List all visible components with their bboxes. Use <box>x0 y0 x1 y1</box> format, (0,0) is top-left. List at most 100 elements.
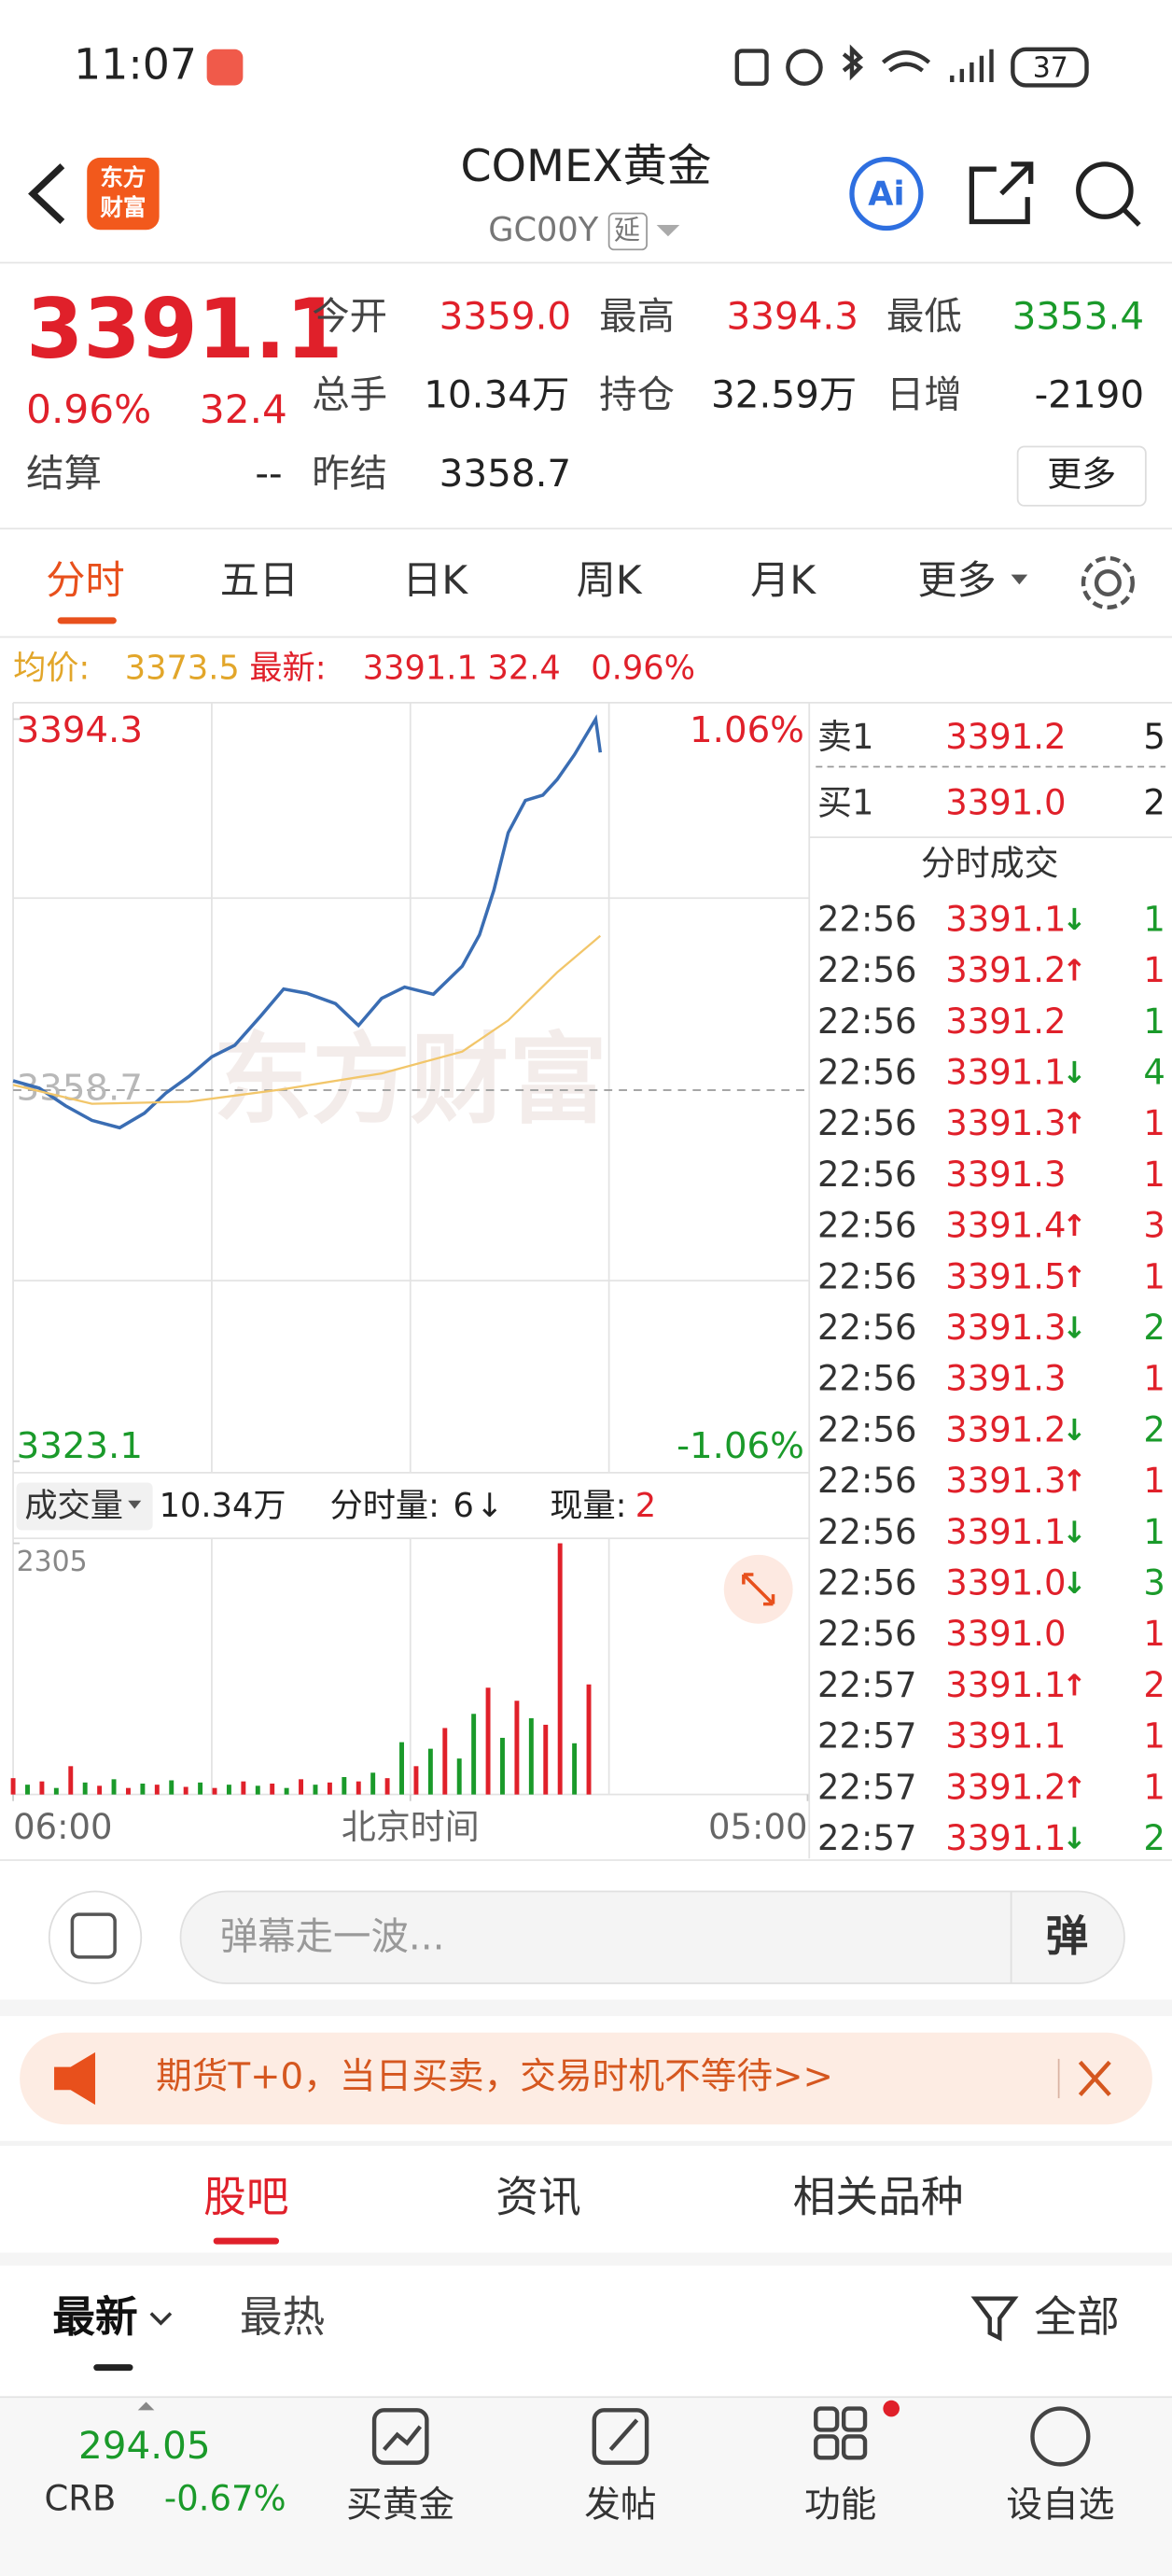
tab[interactable]: 日K <box>402 557 468 603</box>
info-latest: 3391.1 <box>363 650 478 688</box>
volume-bar <box>370 1772 376 1795</box>
minute-label: 分时量: <box>330 1487 440 1525</box>
volume-bar <box>111 1779 117 1795</box>
x-tick-label: 北京时间 <box>342 1807 480 1847</box>
field-label: 持仓 <box>599 372 675 417</box>
tab[interactable]: 周K <box>577 557 643 603</box>
share-button[interactable] <box>969 161 1034 225</box>
close-banner[interactable] <box>1078 2060 1111 2097</box>
field-label: 今开 <box>312 293 387 338</box>
book-side: 卖1 <box>817 717 873 757</box>
trade-time: 22:57 <box>817 1665 916 1705</box>
feed-tab[interactable]: 最新 <box>52 2292 137 2342</box>
feed-tab[interactable]: 最热 <box>240 2292 325 2342</box>
back-button[interactable] <box>28 163 65 225</box>
tab[interactable]: 分时 <box>46 557 124 603</box>
field-value: 3358.7 <box>440 451 572 496</box>
trade-arrow: ↑ <box>1062 1669 1087 1702</box>
volume-selector[interactable] <box>16 1482 153 1531</box>
trade-time: 22:56 <box>817 1052 916 1092</box>
tab-dropdown[interactable] <box>1011 574 1028 585</box>
book-price: 3391.2 <box>945 717 1066 757</box>
volume-bar <box>25 1785 30 1795</box>
trade-arrow: ↑ <box>1062 1108 1087 1141</box>
volume-bar <box>226 1785 231 1795</box>
average-line <box>12 934 602 1105</box>
volume-tick-label: 2305 <box>17 1546 88 1578</box>
dropdown[interactable] <box>656 224 680 237</box>
volume-bar <box>284 1787 289 1795</box>
trade-volume: 3 <box>1143 1563 1165 1603</box>
field-value: 32.59万 <box>711 372 857 417</box>
field-label: 最高 <box>599 293 675 338</box>
tab[interactable]: 五日 <box>220 557 299 603</box>
field-label: 昨结 <box>312 451 387 496</box>
trade-volume: 1 <box>1143 1359 1165 1399</box>
field-value: 3353.4 <box>1012 293 1145 338</box>
filter-icon[interactable] <box>970 2296 1019 2342</box>
filter-label[interactable]: 全部 <box>1034 2292 1119 2342</box>
tab[interactable]: 更多 <box>917 557 996 603</box>
logo[interactable] <box>87 157 160 231</box>
nav-item[interactable]: 设自选 <box>1006 2485 1114 2527</box>
x-tick-label: 05:00 <box>708 1807 807 1847</box>
now-label: 现量: <box>550 1487 626 1525</box>
trade-price: 3391.5 <box>945 1256 1066 1296</box>
minute-volume: 6 <box>453 1487 474 1525</box>
trade-volume: 1 <box>1143 1461 1165 1501</box>
clock: 11:07 <box>74 40 197 90</box>
trade-price: 3391.1 <box>945 1512 1066 1552</box>
settings-button[interactable] <box>1081 555 1135 610</box>
trade-arrow: ↓ <box>1062 1057 1087 1090</box>
tag-box <box>607 212 648 251</box>
trade-price: 3391.3 <box>945 1359 1066 1399</box>
ai-label: Ai <box>868 175 904 213</box>
promo-banner[interactable] <box>20 2032 1152 2125</box>
field-label: 总手 <box>312 372 387 417</box>
trade-arrow: ↑ <box>1062 1261 1087 1295</box>
trade-price: 3391.2 <box>945 1767 1066 1807</box>
trade-time: 22:57 <box>817 1818 916 1858</box>
volume-bar <box>68 1766 74 1795</box>
comment-toggle[interactable] <box>48 1890 143 1984</box>
volume-bar <box>342 1776 347 1795</box>
more-label: 更多 <box>1047 455 1116 495</box>
trade-volume: 1 <box>1143 899 1165 939</box>
nav-item[interactable]: 买黄金 <box>346 2485 454 2527</box>
spacer <box>0 2252 1172 2266</box>
trade-price: 3391.3 <box>945 1308 1066 1348</box>
section-tab[interactable]: 资讯 <box>495 2173 580 2222</box>
section-indicator <box>213 2237 280 2245</box>
ai-button[interactable] <box>849 156 924 231</box>
comment-placeholder: 弹幕走一波... <box>220 1913 445 1958</box>
comment-input[interactable] <box>179 1890 1125 1984</box>
trade-price: 3391.2 <box>945 1001 1066 1042</box>
trade-arrow: ↑ <box>1062 955 1087 988</box>
field-value: -2190 <box>1035 372 1145 417</box>
sort-dropdown[interactable] <box>149 2312 173 2326</box>
nav-item[interactable]: 发帖 <box>584 2485 656 2527</box>
bottom-bar <box>0 2397 1172 2576</box>
nav-item[interactable]: 功能 <box>804 2485 876 2527</box>
section-tab[interactable]: 股吧 <box>203 2173 288 2222</box>
section-tab[interactable]: 相关品种 <box>793 2173 964 2222</box>
trade-volume: 2 <box>1143 1409 1165 1449</box>
trade-time: 22:56 <box>817 1308 916 1348</box>
trade-price: 3391.2 <box>945 950 1066 990</box>
change-pct: 0.96% <box>26 386 151 432</box>
trade-arrow: ↓ <box>1062 1516 1087 1549</box>
trade-price: 3391.2 <box>945 1409 1066 1449</box>
trade-volume: 2 <box>1143 1308 1165 1348</box>
trade-volume: 1 <box>1143 1256 1165 1296</box>
trade-volume: 2 <box>1143 1665 1165 1705</box>
volume-total: 10.34万 <box>160 1487 286 1525</box>
chart-frame <box>12 702 1172 1859</box>
feed-indicator <box>93 2364 133 2372</box>
danmaku-button[interactable]: 弹 <box>1046 1911 1089 1961</box>
tab[interactable]: 月K <box>750 557 816 603</box>
search-button[interactable] <box>1076 161 1141 227</box>
trade-time: 22:56 <box>817 1461 916 1501</box>
volume-bar <box>39 1781 45 1795</box>
more-button[interactable] <box>1016 445 1147 507</box>
